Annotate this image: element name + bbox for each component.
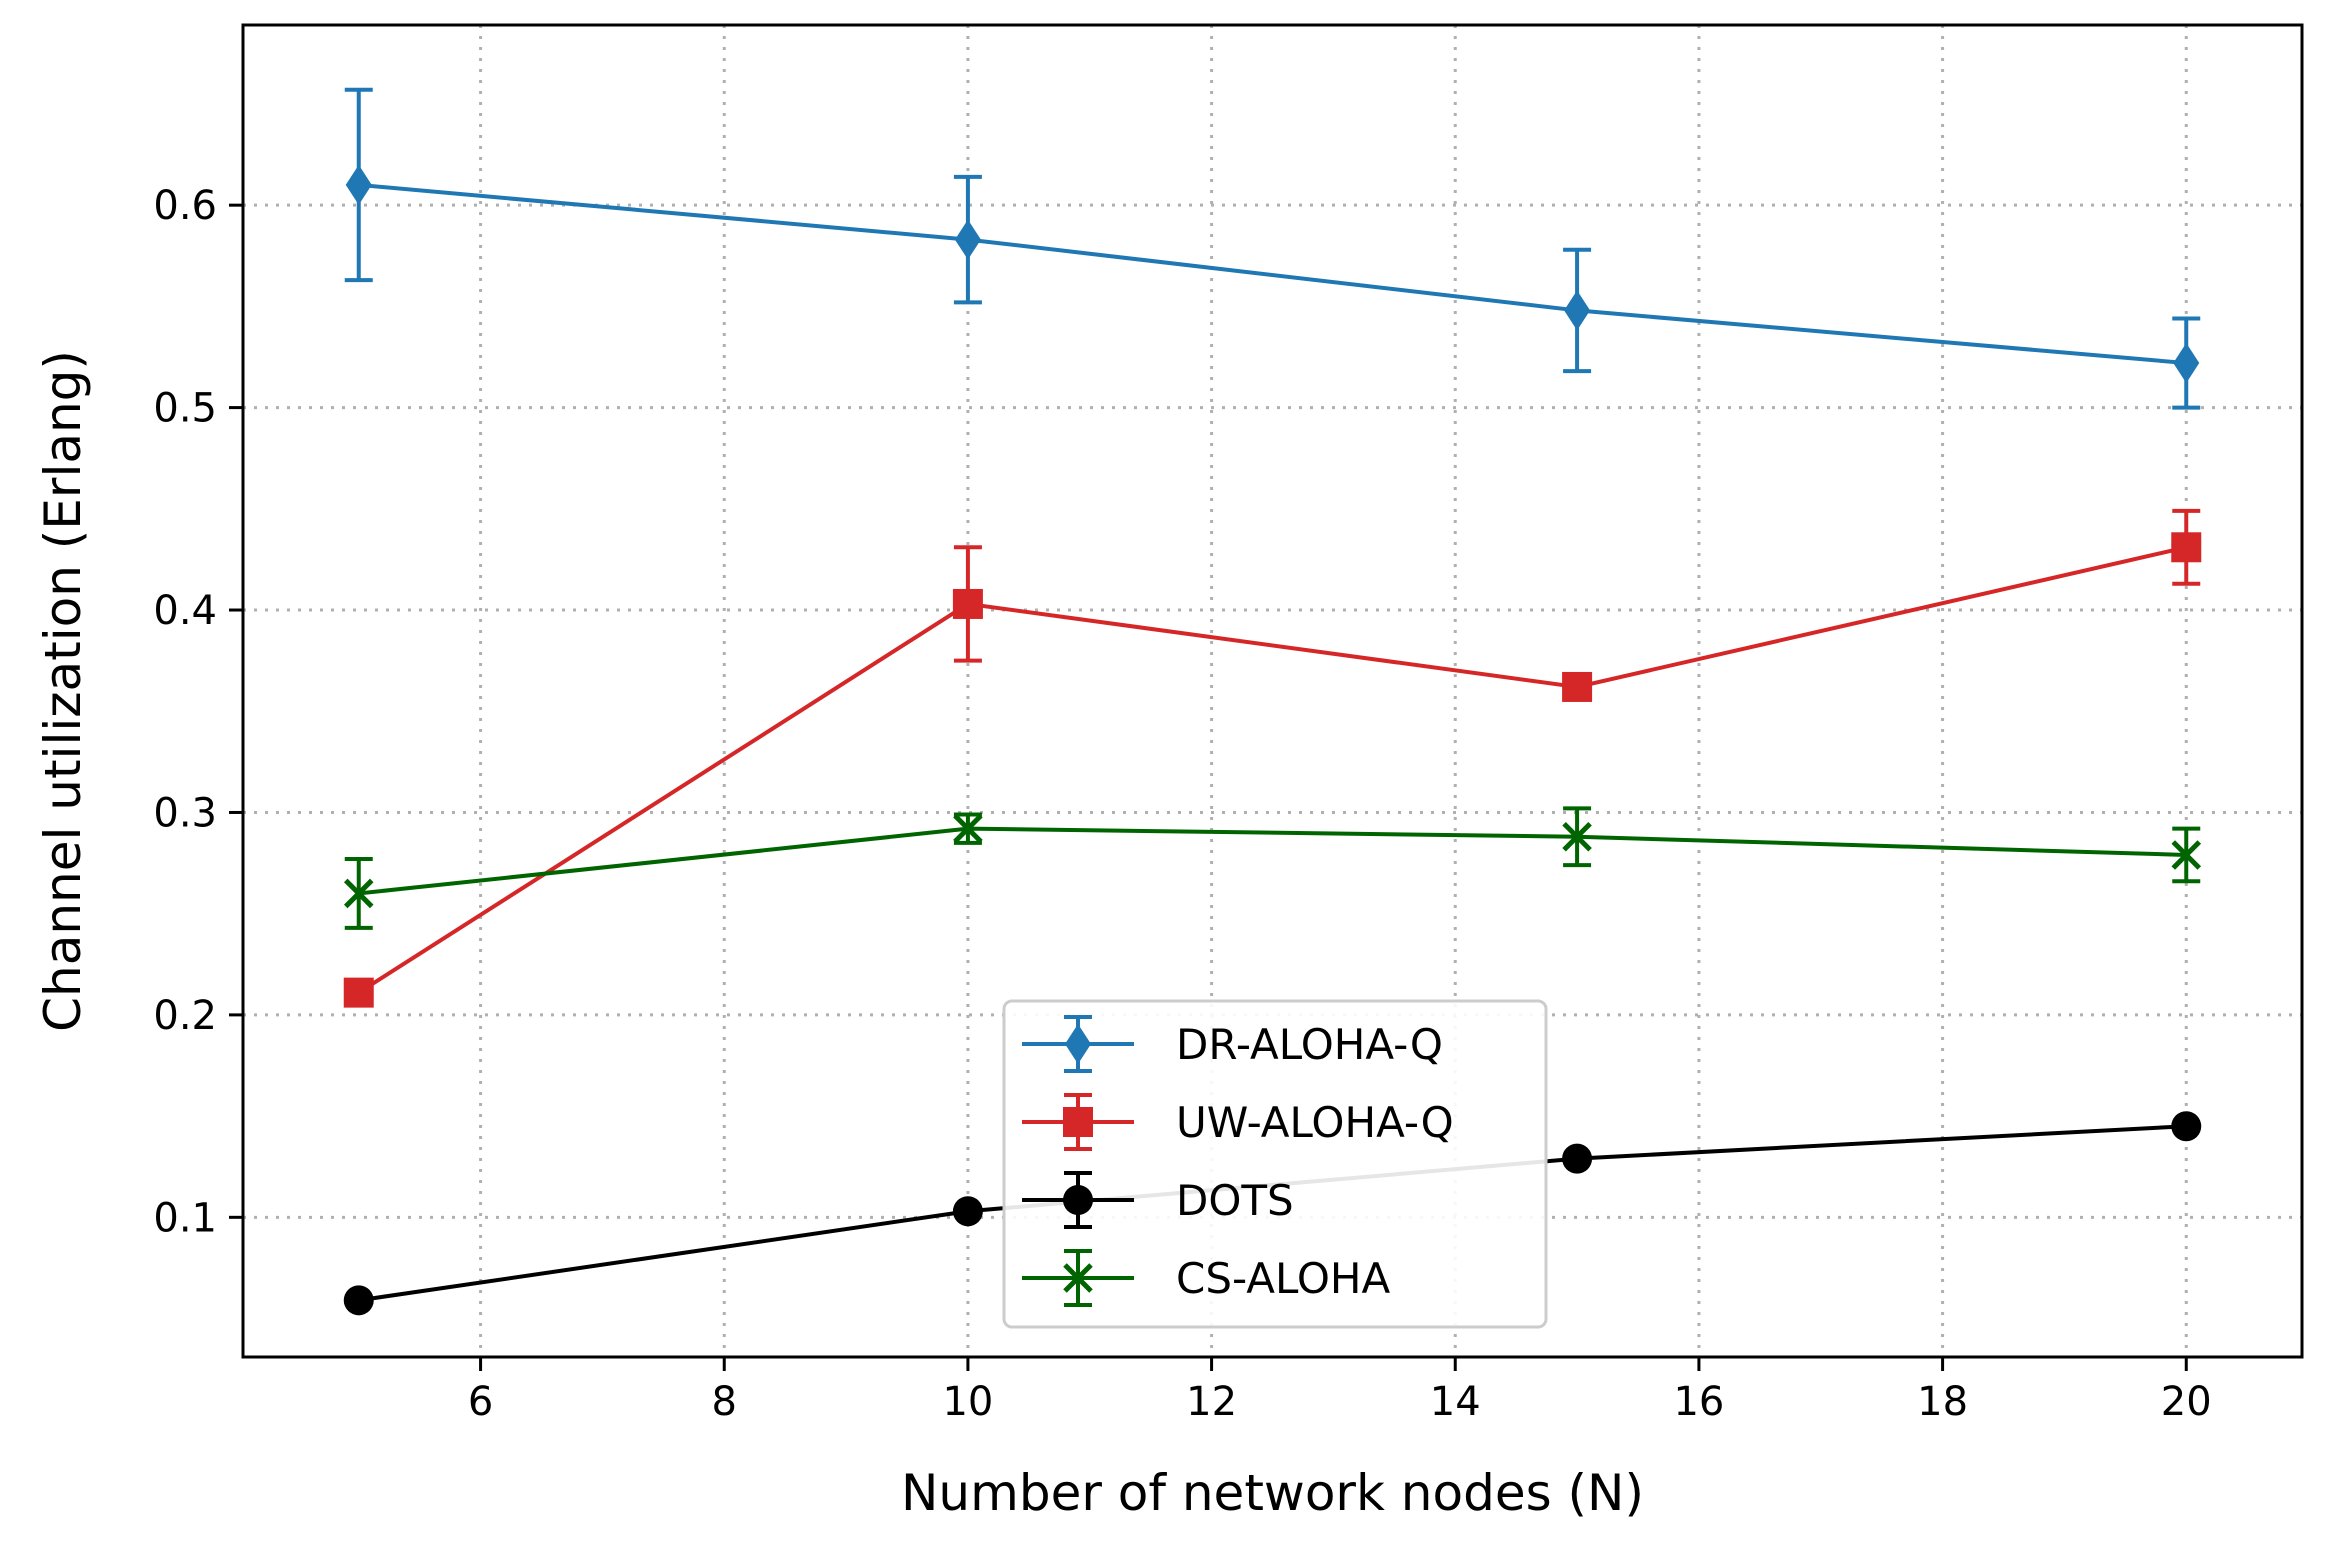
y-tick-label: 0.3	[153, 790, 217, 836]
plot-frame	[241, 23, 2304, 1359]
legend-marker	[1063, 1185, 1093, 1215]
series-uw-aloha-q	[343, 508, 2202, 1008]
data-point	[345, 164, 372, 205]
y-tick-label: 0.5	[153, 386, 217, 432]
data-point	[2173, 343, 2200, 384]
series-line-cs-aloha	[358, 826, 2187, 896]
legend: DR-ALOHA-Q UW-ALOHA-Q DOTS CS-ALOHA	[1002, 999, 1548, 1329]
y-tick-label: 0.2	[153, 993, 217, 1039]
data-point	[1564, 290, 1591, 331]
x-tick-label: 6	[468, 1379, 493, 1425]
data-point	[343, 977, 374, 1008]
data-point	[952, 1196, 983, 1227]
x-tick-label: 16	[1673, 1379, 1724, 1425]
axis-ticks: 6 8 10 12 14 16 18 20 0.1 0.2 0.3 0.4 0.5 0.6	[153, 183, 2211, 1425]
x-marker-stroke	[1562, 821, 1592, 852]
x-axis-title: Number of network nodes (N)	[901, 1464, 1644, 1522]
data-point	[953, 813, 983, 844]
legend-label: DR-ALOHA-Q	[1176, 1020, 1443, 1069]
data-point	[954, 219, 981, 260]
data-point	[2171, 532, 2202, 563]
x-marker-stroke	[343, 878, 374, 909]
series-cs-aloha	[343, 806, 2202, 930]
data-point	[1562, 1143, 1593, 1174]
y-axis-title: Channel utilization (Erlang)	[34, 350, 92, 1032]
legend-item-uw-aloha-q: UW-ALOHA-Q	[1022, 1093, 1454, 1151]
legend-item-cs-aloha: CS-ALOHA	[1022, 1249, 1390, 1307]
series-dr-aloha-q	[344, 87, 2201, 410]
x-marker-stroke	[953, 813, 983, 844]
data-point	[952, 588, 983, 619]
x-marker-stroke	[2171, 840, 2202, 870]
data-point	[343, 1285, 374, 1316]
legend-marker	[1065, 1024, 1091, 1064]
x-tick-label: 10	[942, 1379, 993, 1425]
y-tick-label: 0.4	[153, 588, 217, 634]
legend-marker	[1063, 1263, 1093, 1293]
legend-marker	[1063, 1107, 1093, 1137]
data-point	[2171, 840, 2202, 870]
x-tick-label: 12	[1186, 1379, 1237, 1425]
x-tick-label: 20	[2161, 1379, 2212, 1425]
y-tick-label: 0.1	[153, 1195, 217, 1241]
legend-item-dots: DOTS	[1022, 1171, 1294, 1229]
legend-item-dr-aloha-q: DR-ALOHA-Q	[1022, 1015, 1443, 1073]
y-tick-label: 0.6	[153, 183, 217, 229]
data-point	[1562, 821, 1592, 852]
x-marker-stroke	[1063, 1263, 1093, 1293]
data-point	[343, 878, 374, 909]
legend-label: CS-ALOHA	[1176, 1254, 1390, 1303]
legend-label: UW-ALOHA-Q	[1176, 1098, 1454, 1147]
series-line-dr-aloha-q	[358, 182, 2187, 366]
x-tick-label: 8	[712, 1379, 737, 1425]
x-tick-label: 14	[1430, 1379, 1481, 1425]
series-line-uw-aloha-q	[357, 545, 2187, 995]
legend-label: DOTS	[1176, 1176, 1294, 1225]
legend-box	[1002, 999, 1548, 1329]
data-point	[2171, 1111, 2202, 1142]
data-point	[1562, 671, 1593, 702]
plot-series	[343, 87, 2202, 1316]
x-tick-label: 18	[1917, 1379, 1968, 1425]
